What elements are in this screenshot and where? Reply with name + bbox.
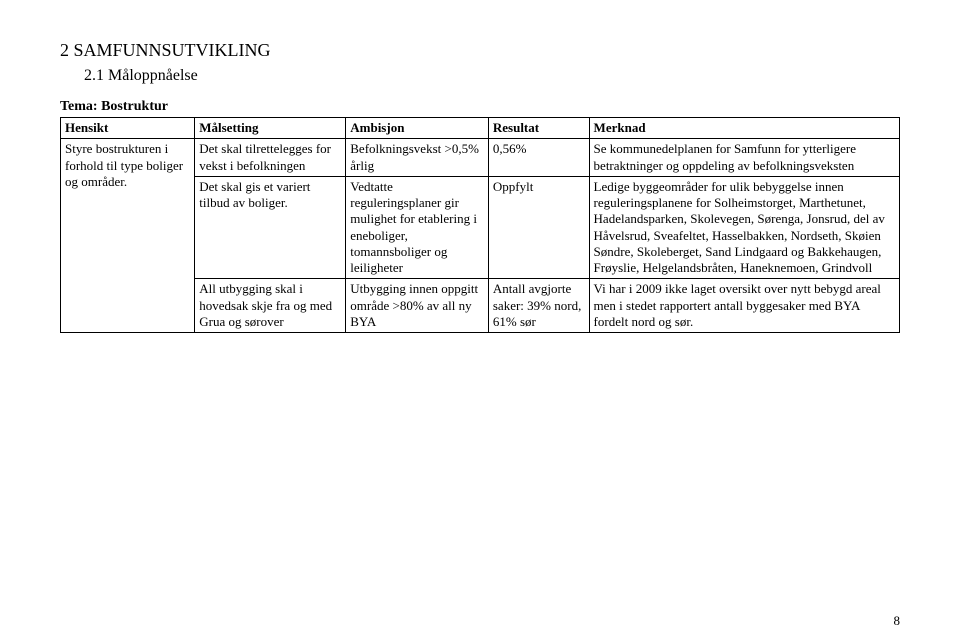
col-merknad: Merknad [589,118,899,139]
bostruktur-table: Hensikt Målsetting Ambisjon Resultat Mer… [60,117,900,333]
col-hensikt: Hensikt [61,118,195,139]
col-maalsetting: Målsetting [195,118,346,139]
table-row: Styre bostrukturen i forhold til type bo… [61,139,900,177]
heading-1: 2 SAMFUNNSUTVIKLING [60,40,900,61]
cell-merknad: Se kommunedelplanen for Samfunn for ytte… [589,139,899,177]
cell-ambisjon: Vedtatte reguleringsplaner gir mulighet … [346,176,489,279]
table-header-row: Hensikt Målsetting Ambisjon Resultat Mer… [61,118,900,139]
col-ambisjon: Ambisjon [346,118,489,139]
theme-label: Tema: Bostruktur [60,99,900,115]
cell-hensikt: Styre bostrukturen i forhold til type bo… [61,139,195,333]
cell-resultat: 0,56% [488,139,589,177]
heading-2: 2.1 Måloppnåelse [84,67,900,85]
cell-resultat: Oppfylt [488,176,589,279]
cell-merknad: Ledige byggeområder for ulik bebyggelse … [589,176,899,279]
cell-ambisjon: Utbygging innen oppgitt område >80% av a… [346,279,489,333]
cell-resultat: Antall avgjorte saker: 39% nord, 61% sør [488,279,589,333]
cell-maalsetting: All utbygging skal i hovedsak skje fra o… [195,279,346,333]
cell-maalsetting: Det skal tilrettelegges for vekst i befo… [195,139,346,177]
cell-maalsetting: Det skal gis et variert tilbud av bolige… [195,176,346,279]
cell-ambisjon: Befolkningsvekst >0,5% årlig [346,139,489,177]
page-number: 8 [894,613,901,629]
col-resultat: Resultat [488,118,589,139]
cell-merknad: Vi har i 2009 ikke laget oversikt over n… [589,279,899,333]
